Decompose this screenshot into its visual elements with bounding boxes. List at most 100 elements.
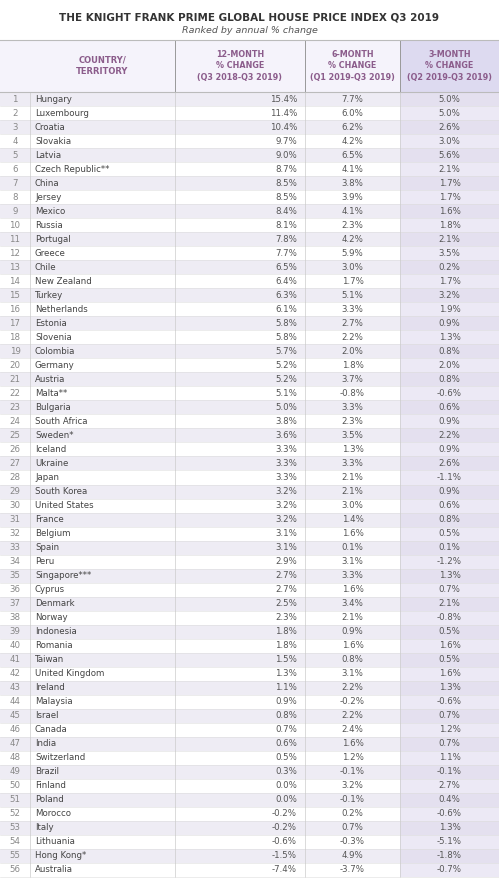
Text: 49: 49 — [9, 767, 20, 776]
Text: -0.2%: -0.2% — [272, 810, 297, 819]
Text: 0.0%: 0.0% — [275, 781, 297, 790]
Text: 4.2%: 4.2% — [341, 136, 363, 145]
Text: South Africa: South Africa — [35, 417, 87, 426]
Bar — [0, 765, 400, 779]
Text: France: France — [35, 515, 64, 524]
Bar — [0, 92, 400, 106]
Bar — [400, 303, 499, 316]
Text: Cyprus: Cyprus — [35, 585, 65, 594]
Text: 1.6%: 1.6% — [341, 642, 363, 650]
Bar — [400, 639, 499, 653]
Text: 1.3%: 1.3% — [439, 333, 461, 342]
Text: 26: 26 — [9, 445, 20, 454]
Bar — [0, 709, 400, 723]
Bar — [0, 232, 400, 246]
Bar — [400, 344, 499, 358]
Text: 5.0%: 5.0% — [275, 403, 297, 412]
Bar — [400, 428, 499, 442]
Text: 2.5%: 2.5% — [275, 599, 297, 608]
Text: 2.9%: 2.9% — [275, 557, 297, 566]
Bar — [0, 106, 400, 120]
Text: -0.1%: -0.1% — [340, 796, 365, 804]
Bar — [400, 653, 499, 666]
Text: China: China — [35, 179, 59, 188]
Bar — [0, 414, 400, 428]
Bar — [400, 289, 499, 303]
Text: -1.1%: -1.1% — [437, 473, 462, 482]
Bar — [0, 428, 400, 442]
Text: 37: 37 — [9, 599, 20, 608]
Bar — [0, 582, 400, 596]
Bar — [0, 541, 400, 555]
Text: 4.9%: 4.9% — [342, 851, 363, 860]
Bar — [0, 289, 400, 303]
Text: 8.5%: 8.5% — [275, 193, 297, 202]
Bar — [0, 835, 400, 849]
Text: 56: 56 — [9, 866, 20, 874]
Text: 2.6%: 2.6% — [439, 459, 461, 468]
Text: 2.2%: 2.2% — [341, 712, 363, 720]
Text: 1: 1 — [12, 95, 18, 104]
Bar — [400, 92, 499, 106]
Bar — [400, 807, 499, 821]
Bar — [400, 162, 499, 176]
Bar — [0, 219, 400, 232]
Text: 7.8%: 7.8% — [275, 235, 297, 243]
Text: Sweden*: Sweden* — [35, 431, 73, 440]
Text: 3.7%: 3.7% — [341, 375, 363, 384]
Bar — [0, 611, 400, 625]
Text: 8.4%: 8.4% — [275, 207, 297, 216]
Text: 3.2%: 3.2% — [275, 501, 297, 510]
Text: Austria: Austria — [35, 375, 65, 384]
Bar — [400, 555, 499, 568]
Text: Italy: Italy — [35, 823, 53, 833]
Text: 2.4%: 2.4% — [341, 726, 363, 735]
Bar — [400, 863, 499, 877]
Text: 1.6%: 1.6% — [341, 739, 363, 749]
Text: 50: 50 — [9, 781, 20, 790]
Text: 2.0%: 2.0% — [341, 347, 363, 356]
Text: 5.1%: 5.1% — [275, 389, 297, 398]
Bar — [0, 162, 400, 176]
Text: 2.1%: 2.1% — [341, 613, 363, 622]
Text: 3.8%: 3.8% — [275, 417, 297, 426]
Text: 1.3%: 1.3% — [439, 683, 461, 692]
Text: Hungary: Hungary — [35, 95, 72, 104]
Text: -5.1%: -5.1% — [437, 837, 462, 846]
Text: 0.5%: 0.5% — [439, 627, 461, 636]
Text: 3.3%: 3.3% — [275, 459, 297, 468]
Bar — [400, 457, 499, 471]
Text: -1.5%: -1.5% — [272, 851, 297, 860]
Text: Indonesia: Indonesia — [35, 627, 77, 636]
Text: -1.8%: -1.8% — [437, 851, 462, 860]
Text: Latvia: Latvia — [35, 150, 61, 159]
Text: Iceland: Iceland — [35, 445, 66, 454]
Text: 4.2%: 4.2% — [341, 235, 363, 243]
Text: 10: 10 — [9, 220, 20, 230]
Text: 2.2%: 2.2% — [341, 333, 363, 342]
Bar — [0, 387, 400, 400]
Text: South Korea: South Korea — [35, 487, 87, 496]
Text: -0.2%: -0.2% — [272, 823, 297, 833]
Text: Norway: Norway — [35, 613, 68, 622]
Text: 0.2%: 0.2% — [341, 810, 363, 819]
Text: 0.4%: 0.4% — [439, 796, 461, 804]
Text: Netherlands: Netherlands — [35, 304, 88, 314]
Bar — [0, 260, 400, 274]
Text: -0.7%: -0.7% — [437, 866, 462, 874]
Bar — [400, 582, 499, 596]
Bar — [400, 330, 499, 344]
Text: -3.7%: -3.7% — [340, 866, 365, 874]
Text: 1.6%: 1.6% — [341, 529, 363, 538]
Bar — [400, 527, 499, 541]
Text: 0.7%: 0.7% — [341, 823, 363, 833]
Text: -0.6%: -0.6% — [272, 837, 297, 846]
Text: 35: 35 — [9, 571, 20, 580]
Text: 0.7%: 0.7% — [439, 585, 461, 594]
Text: 4.1%: 4.1% — [341, 207, 363, 216]
Bar — [400, 849, 499, 863]
Text: 0.5%: 0.5% — [439, 529, 461, 538]
Text: 0.8%: 0.8% — [341, 655, 363, 665]
Text: 25: 25 — [9, 431, 20, 440]
Text: 2.3%: 2.3% — [341, 220, 363, 230]
